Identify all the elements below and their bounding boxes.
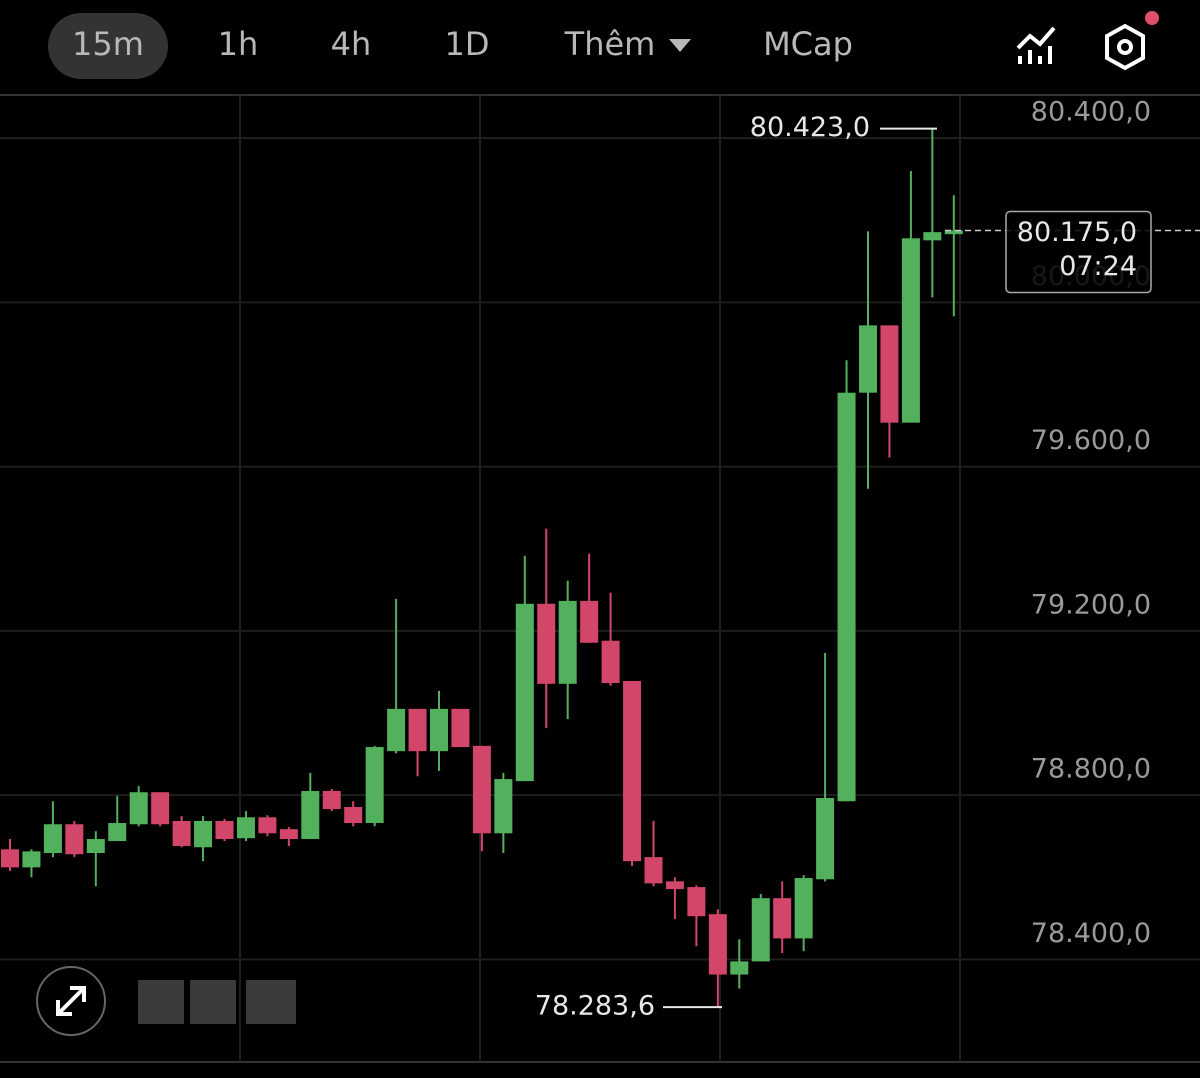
candle-body (773, 898, 792, 939)
candle-body (880, 325, 899, 423)
indicator-icon[interactable] (1016, 26, 1056, 64)
candle-body (43, 824, 62, 853)
candle-body (408, 708, 427, 752)
candle-body (129, 792, 148, 825)
candle-body (65, 824, 84, 855)
annotation-label: 78.283,6 (535, 991, 655, 1022)
candle-body (901, 238, 920, 423)
candle-body (494, 779, 513, 834)
candle-body (623, 680, 642, 862)
candle-body (558, 600, 577, 684)
active-tab (48, 13, 168, 79)
candle-body (151, 792, 170, 825)
candle-body (665, 881, 684, 890)
candle-body (387, 708, 406, 752)
toolbar: 15m 1h 4h 1D Thêm MCap (48, 13, 853, 79)
candle-body (430, 708, 448, 752)
candle-body (644, 857, 663, 884)
y-tick-label: 79.600,0 (1031, 425, 1151, 456)
tab[interactable]: Thêm (564, 25, 656, 63)
tab[interactable]: 4h (331, 25, 372, 63)
candle-body (837, 392, 856, 802)
candle-body (301, 790, 320, 840)
candle-body (236, 817, 255, 839)
candle-body (194, 820, 213, 848)
y-tick-label: 80.400,0 (1031, 97, 1151, 128)
settings-icon[interactable] (1105, 11, 1159, 71)
candle-body (365, 747, 384, 824)
y-tick-label: 79.200,0 (1031, 589, 1151, 620)
last-price-label: 80.175,0 (1017, 217, 1137, 248)
watermark-logo (138, 980, 296, 1024)
candle-body (601, 640, 620, 684)
tab[interactable]: MCap (763, 25, 853, 63)
candle-body (687, 887, 706, 917)
time-grid (239, 95, 961, 1062)
candle-body (172, 820, 191, 847)
candle-body (1, 849, 19, 868)
candle-body (22, 851, 41, 868)
candle-body (859, 325, 877, 393)
tab[interactable]: 1h (218, 25, 259, 63)
candle-body (322, 790, 341, 810)
candle-body (730, 961, 749, 975)
y-tick-label: 78.800,0 (1031, 754, 1151, 785)
countdown: 07:24 (1059, 251, 1137, 282)
candle-body (580, 600, 599, 643)
tab[interactable]: 1D (445, 25, 490, 63)
candle-body (515, 603, 534, 782)
last-price-box (1005, 210, 1152, 294)
plot: 78.400,078.800,079.200,079.600,080.000,0… (0, 97, 1200, 1022)
annotation-label: 80.423,0 (750, 112, 870, 143)
candle-body (451, 708, 470, 748)
candle-body (215, 820, 234, 840)
candle-body (279, 829, 298, 840)
expand-button[interactable] (36, 966, 106, 1036)
y-tick-label: 78.400,0 (1031, 918, 1151, 949)
candle-body (344, 807, 363, 824)
candle-body (258, 817, 277, 834)
candle-body (816, 797, 835, 880)
candle-body (923, 232, 942, 241)
candle-body (751, 898, 770, 962)
candle-body (944, 230, 963, 235)
tab[interactable]: 15m (72, 25, 144, 63)
candle-body (794, 878, 813, 939)
candle-body (537, 603, 556, 684)
candle-body (708, 914, 727, 975)
candle-body (86, 839, 105, 853)
dropdown-arrow (669, 39, 691, 52)
candle-body (472, 745, 491, 834)
candle-body (108, 823, 127, 842)
